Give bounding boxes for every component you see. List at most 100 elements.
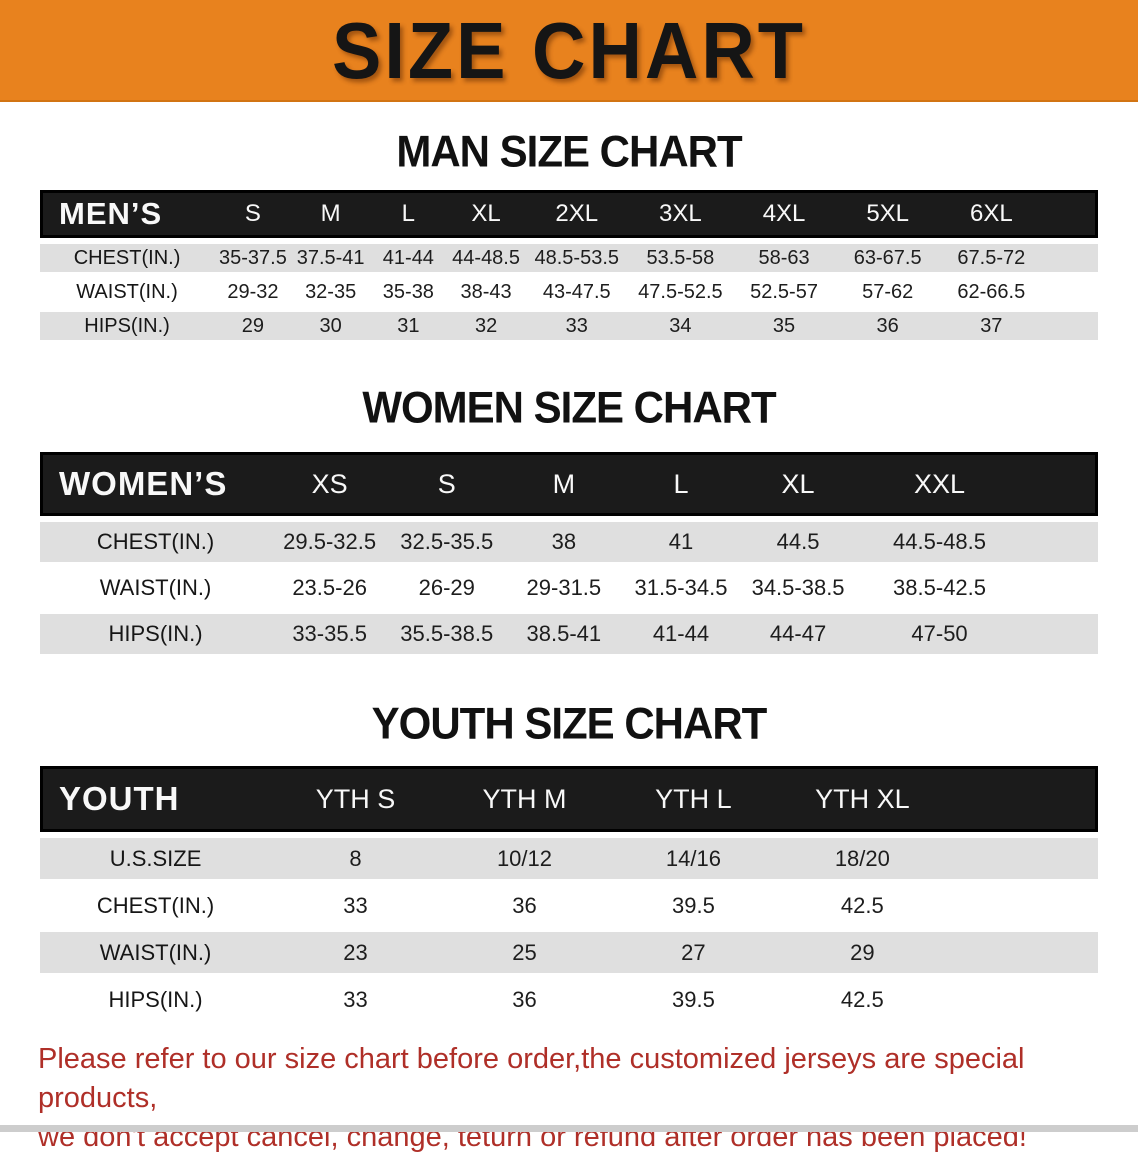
cell-value: 35-38 <box>382 280 434 303</box>
cell-value: 47-50 <box>911 621 968 646</box>
cell-value: 14/16 <box>665 845 721 871</box>
filler-cell <box>947 979 1098 1020</box>
cell-value: 44.5-48.5 <box>893 529 987 554</box>
cell-value: 25 <box>512 939 537 965</box>
cell-value: 32.5-35.5 <box>400 529 494 554</box>
cell-value: 18/20 <box>834 845 890 871</box>
filler-cell <box>946 766 1098 832</box>
column-header: 2XL <box>524 190 629 238</box>
cell-value: 30 <box>319 314 342 337</box>
man-size-chart-heading: MAN SIZE CHART <box>396 126 742 177</box>
table-title: WOMEN’S <box>40 452 272 516</box>
cell-value: 41-44 <box>652 621 710 646</box>
cell-value: 47.5-52.5 <box>638 280 723 303</box>
cell-value: 38-43 <box>460 280 512 303</box>
cell-value: 39.5 <box>671 892 715 918</box>
column-header: YTH S <box>271 766 440 832</box>
cell-value: 31 <box>397 314 420 337</box>
header-row: WOMEN’S XS S M L XL XXL <box>40 452 1098 516</box>
filler-cell <box>1022 452 1098 516</box>
cell-value: 29-31.5 <box>526 575 602 600</box>
row-label: CHEST(IN.) <box>96 892 215 918</box>
header-row: YOUTH YTH S YTH M YTH L YTH XL <box>40 766 1098 832</box>
cell-value: 36 <box>512 986 537 1012</box>
column-header: 4XL <box>732 190 836 238</box>
cell-value: 63-67.5 <box>853 246 922 269</box>
cell-value: 31.5-34.5 <box>634 575 728 600</box>
header-row: MEN’S S M L XL 2XL 3XL 4XL 5XL 6XL <box>40 190 1098 238</box>
table-title: MEN’S <box>40 190 215 238</box>
bottom-divider <box>0 1125 1138 1132</box>
cell-value: 35-37.5 <box>219 246 287 269</box>
table-row: CHEST(IN.) 29.5-32.5 32.5-35.5 38 41 44.5 44.5… <box>40 522 1098 562</box>
cell-value: 32 <box>474 314 498 337</box>
filler-cell <box>1022 614 1098 654</box>
cell-value: 41-44 <box>382 246 434 269</box>
cell-value: 42.5 <box>840 986 884 1012</box>
column-header: 5XL <box>835 190 940 238</box>
cell-value: 29 <box>241 314 265 337</box>
cell-value: 38 <box>551 529 577 554</box>
cell-value: 39.5 <box>671 986 715 1012</box>
column-header: XS <box>271 452 389 516</box>
cell-value: 23.5-26 <box>292 575 367 600</box>
row-label: HIPS(IN.) <box>108 986 203 1012</box>
cell-value: 53.5-58 <box>646 246 715 269</box>
filler-cell <box>1022 522 1098 562</box>
column-header: 3XL <box>628 190 733 238</box>
filler-cell <box>1043 190 1098 238</box>
order-notice-line1: Please refer to our size chart before or… <box>38 1043 1025 1114</box>
column-header: L <box>622 452 740 516</box>
cell-value: 10/12 <box>496 845 552 871</box>
youth-size-chart-heading: YOUTH SIZE CHART <box>371 698 768 749</box>
column-header: S <box>214 190 292 238</box>
row-label: HIPS(IN.) <box>108 621 203 646</box>
table-row: WAIST(IN.) 23 25 27 29 <box>40 932 1098 973</box>
cell-value: 26-29 <box>418 575 475 600</box>
table-title: YOUTH <box>40 766 272 832</box>
youth-size-table: YOUTH YTH S YTH M YTH L YTH XL U.S.SIZE 8 10/12… <box>40 760 1098 1026</box>
cell-value: 35.5-38.5 <box>400 621 494 646</box>
cell-value: 36 <box>876 314 899 337</box>
table-row: CHEST(IN.) 33 36 39.5 42.5 <box>40 885 1098 926</box>
table-row: HIPS(IN.) 33-35.5 35.5-38.5 38.5-41 41-44 44-… <box>40 614 1098 654</box>
cell-value: 36 <box>512 892 537 918</box>
cell-value: 33-35.5 <box>292 621 367 646</box>
order-notice-line2: we don't accept cancel, change, teturn o… <box>38 1121 1027 1153</box>
column-header: YTH L <box>608 766 778 832</box>
size-chart-banner: SIZE CHART <box>0 0 1138 102</box>
column-header: YTH XL <box>777 766 947 832</box>
column-header: L <box>369 190 448 238</box>
row-label: CHEST(IN.) <box>73 246 181 269</box>
column-header: M <box>505 452 623 516</box>
cell-value: 33 <box>343 986 368 1012</box>
row-label: WAIST(IN.) <box>99 939 212 965</box>
table-row: WAIST(IN.) 23.5-26 26-29 29-31.5 31.5-34.5 34… <box>40 568 1098 608</box>
filler-cell <box>1043 278 1098 306</box>
cell-value: 67.5-72 <box>957 246 1026 269</box>
cell-value: 43-47.5 <box>542 280 611 303</box>
row-label: HIPS(IN.) <box>84 314 170 337</box>
row-label: CHEST(IN.) <box>96 529 215 554</box>
cell-value: 29-32 <box>227 280 279 303</box>
cell-value: 29.5-32.5 <box>283 529 377 554</box>
women-size-chart-heading: WOMEN SIZE CHART <box>362 382 776 433</box>
womens-size-table: WOMEN’S XS S M L XL XXL CHEST(IN.) 29.5-32.5 32.5… <box>40 446 1098 660</box>
cell-value: 42.5 <box>840 892 884 918</box>
filler-cell <box>947 932 1098 973</box>
table-row: CHEST(IN.) 35-37.5 37.5-41 41-44 44-48.5 48.5… <box>40 244 1098 272</box>
column-header: S <box>388 452 506 516</box>
cell-value: 38.5-42.5 <box>893 575 987 600</box>
row-label: WAIST(IN.) <box>99 575 212 600</box>
filler-cell <box>947 885 1098 926</box>
cell-value: 34 <box>669 314 692 337</box>
table-row: WAIST(IN.) 29-32 32-35 35-38 38-43 43-47.5 47.… <box>40 278 1098 306</box>
cell-value: 35 <box>772 314 796 337</box>
table-row: HIPS(IN.) 33 36 39.5 42.5 <box>40 979 1098 1020</box>
cell-value: 33 <box>565 314 588 337</box>
column-header: M <box>291 190 370 238</box>
cell-value: 58-63 <box>758 246 810 269</box>
filler-cell <box>947 838 1098 879</box>
cell-value: 44.5 <box>776 529 820 554</box>
filler-cell <box>1043 312 1098 340</box>
